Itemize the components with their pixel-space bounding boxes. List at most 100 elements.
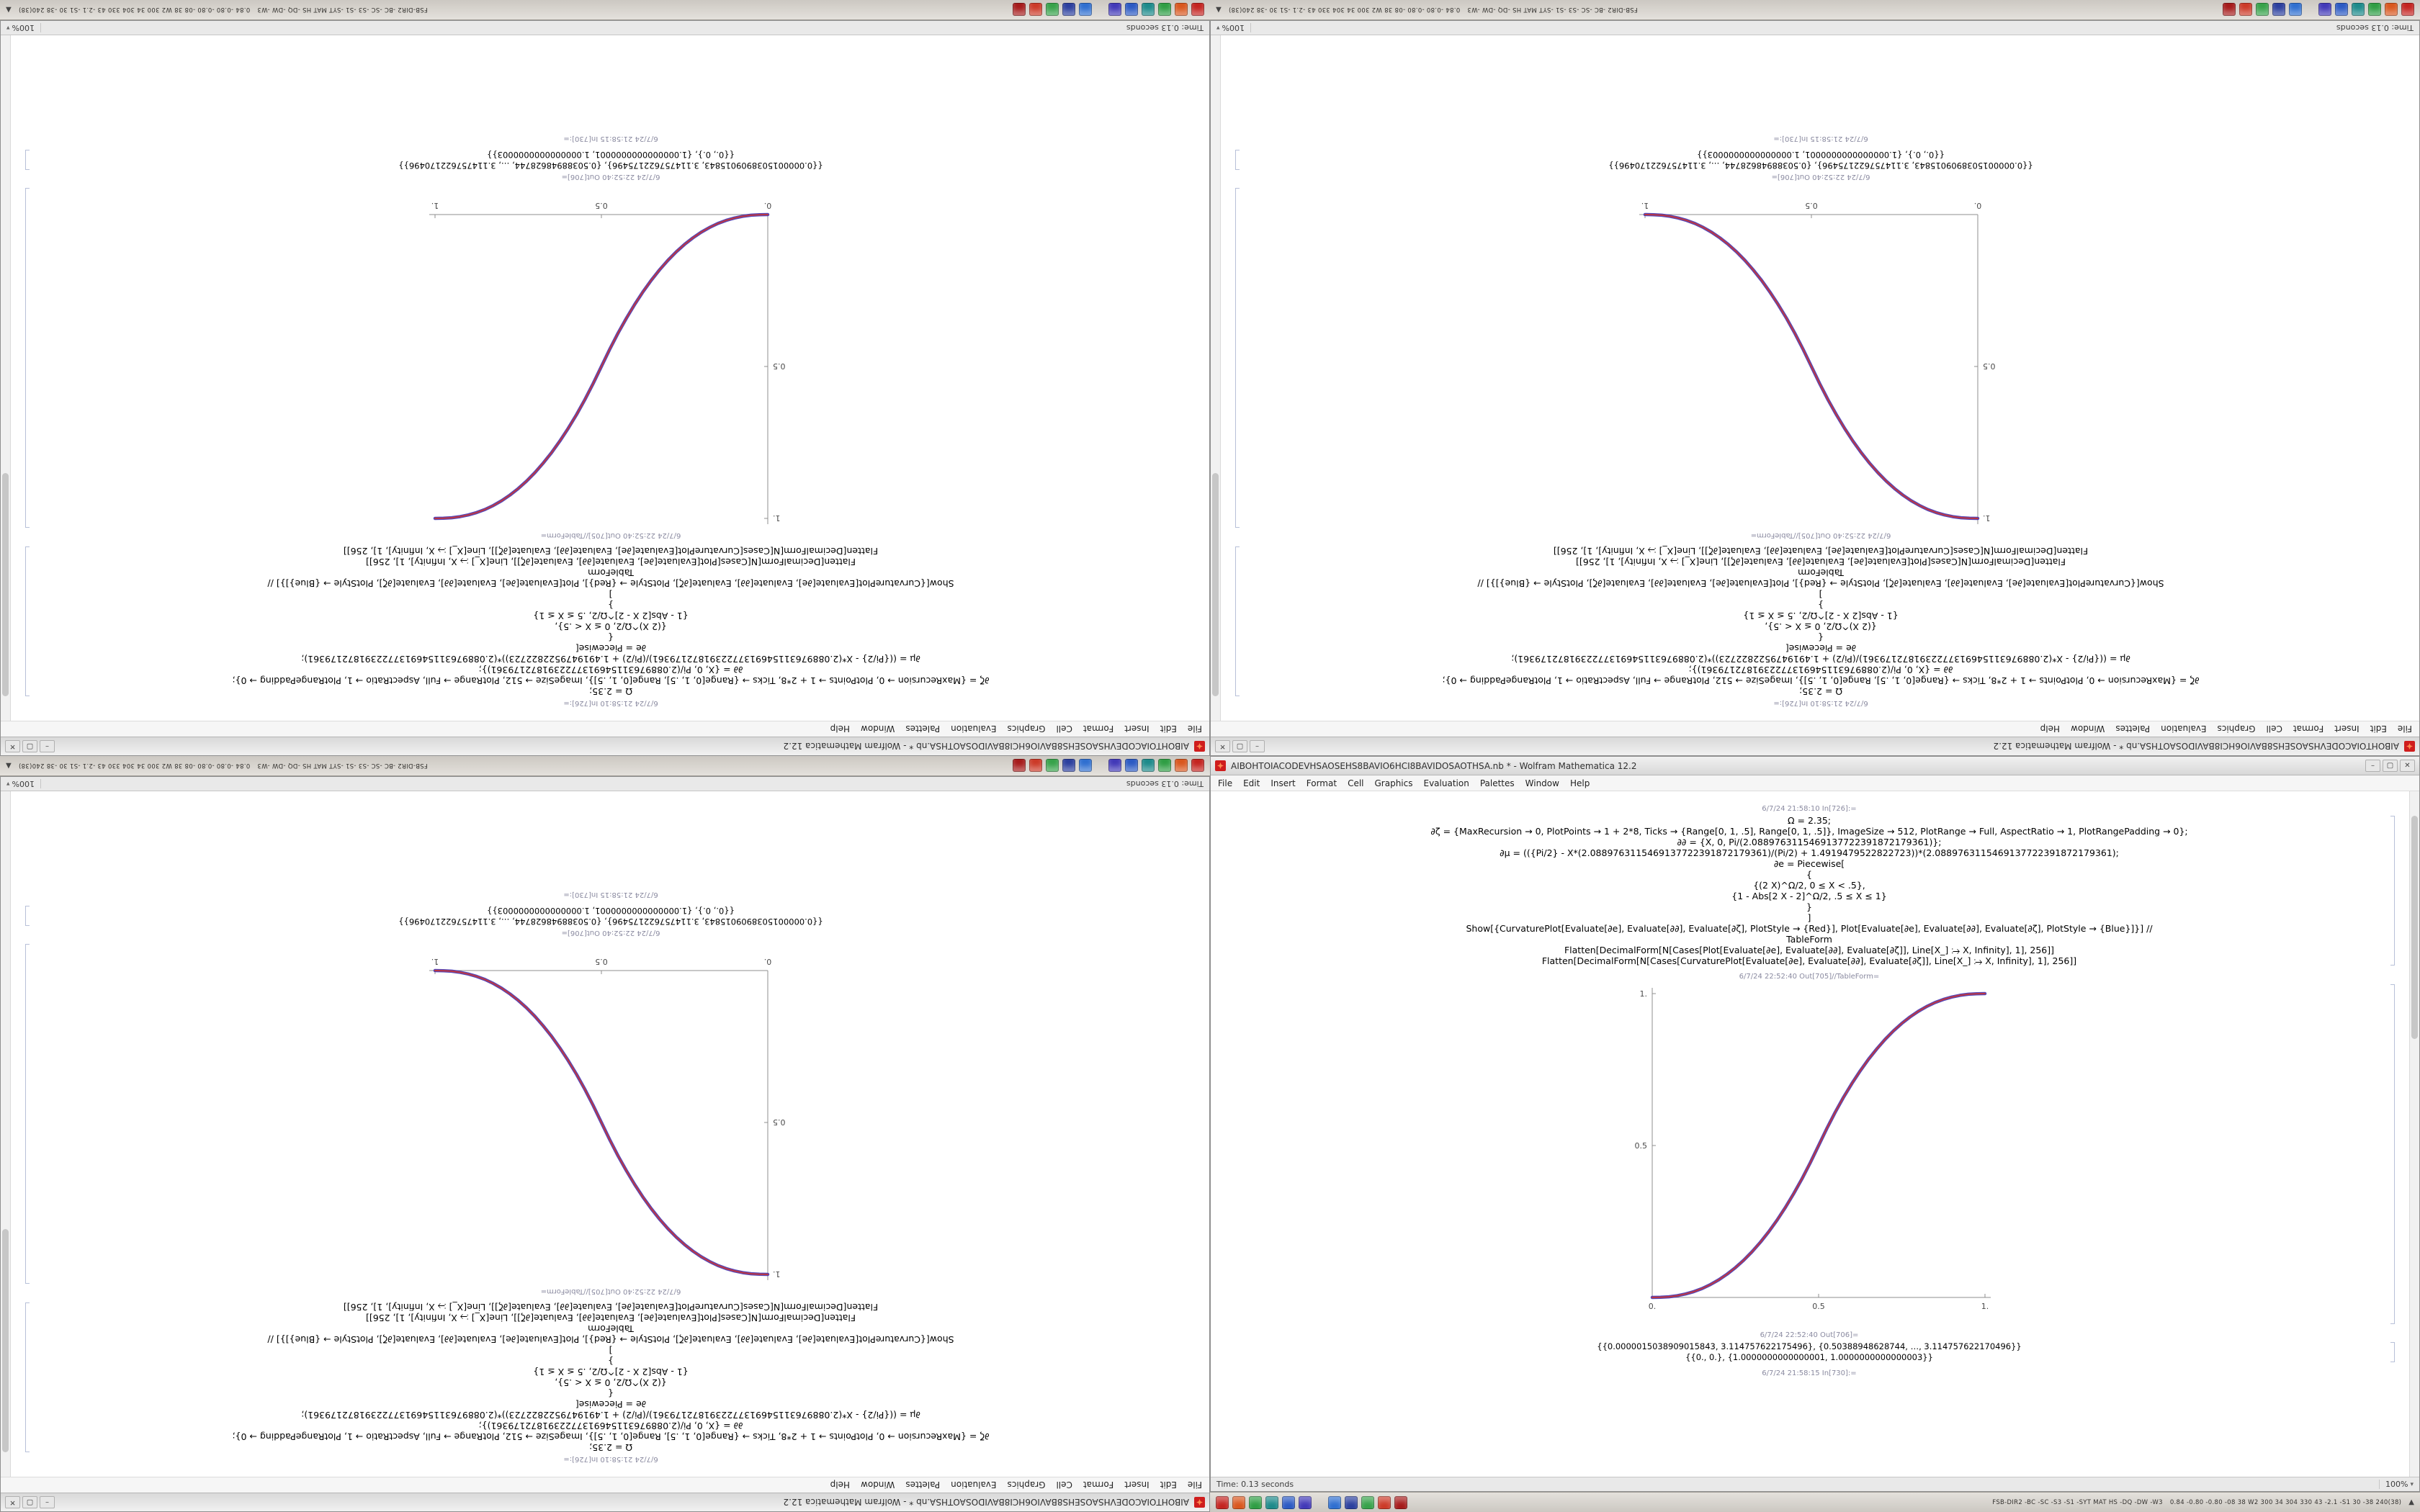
- maximize-button[interactable]: ▢: [22, 740, 37, 752]
- menu-item[interactable]: Window: [1525, 778, 1559, 788]
- menu-item[interactable]: Format: [1083, 1480, 1114, 1490]
- taskbar-app-icon-green[interactable]: [1158, 759, 1171, 773]
- menu-item[interactable]: Evaluation: [2161, 724, 2207, 734]
- menu-item[interactable]: Graphics: [1374, 778, 1413, 788]
- vertical-scrollbar[interactable]: [1, 791, 11, 1477]
- scrollbar-thumb[interactable]: [2, 1229, 9, 1452]
- menu-item[interactable]: File: [1187, 724, 1202, 734]
- taskbar-app-icon-orange[interactable]: [1175, 3, 1188, 17]
- close-button[interactable]: ✕: [2400, 760, 2415, 772]
- menu-item[interactable]: Graphics: [1007, 724, 1046, 734]
- close-button[interactable]: ✕: [1215, 740, 1230, 752]
- menu-item[interactable]: Insert: [1270, 778, 1296, 788]
- taskbar-app-icon-navy[interactable]: [2272, 3, 2285, 17]
- zoom-control[interactable]: 100% ▾: [2379, 1480, 2414, 1489]
- taskbar-app-icon-darkred[interactable]: [1013, 759, 1026, 773]
- menu-item[interactable]: Format: [1083, 724, 1114, 734]
- menu-item[interactable]: Palettes: [1479, 778, 1515, 788]
- scrollbar-thumb[interactable]: [2411, 816, 2418, 1039]
- titlebar[interactable]: AIBOHTOIACODEVHSAOSEHS8BAVIO6HCI8BAVIDOS…: [1, 737, 1209, 755]
- taskbar-app-icon-green2[interactable]: [1361, 1495, 1374, 1509]
- taskbar-app-icon-blue[interactable]: [1125, 3, 1138, 17]
- taskbar-app-icon-green2[interactable]: [1046, 759, 1059, 773]
- menu-item[interactable]: Edit: [1243, 778, 1260, 788]
- menu-item[interactable]: Help: [2040, 724, 2061, 734]
- taskbar-app-icon-red[interactable]: [2401, 3, 2414, 17]
- taskbar-app-icon-lightblue[interactable]: [2289, 3, 2302, 17]
- input-cell-code[interactable]: Ω = 2.35; ∂ζ = {MaxRecursion → 0, PlotPoi…: [1235, 815, 2395, 966]
- taskbar-app-icon-indigo[interactable]: [2318, 3, 2331, 17]
- taskbar-app-icon-green[interactable]: [1249, 1495, 1262, 1509]
- menu-item[interactable]: Palettes: [905, 724, 941, 734]
- vertical-scrollbar[interactable]: [2409, 791, 2419, 1477]
- taskbar-app-icon-orange[interactable]: [1175, 759, 1188, 773]
- taskbar-app-icon-navy[interactable]: [1345, 1495, 1358, 1509]
- taskbar-app-icon-green[interactable]: [2368, 3, 2381, 17]
- menu-item[interactable]: Cell: [1056, 724, 1072, 734]
- zoom-control[interactable]: 100% ▾: [6, 23, 41, 32]
- menu-item[interactable]: Insert: [1124, 724, 1150, 734]
- input-cell-code[interactable]: Ω = 2.35; ∂ζ = {MaxRecursion → 0, PlotPoi…: [1247, 546, 2395, 697]
- menu-item[interactable]: Edit: [1160, 724, 1177, 734]
- notebook-area[interactable]: 6/7/24 21:58:10 In[726]:= Ω = 2.35; ∂ζ = …: [1211, 791, 2419, 1477]
- taskbar-app-icon-lightblue[interactable]: [1079, 759, 1092, 773]
- taskbar-app-icon-navy[interactable]: [1062, 3, 1075, 17]
- menu-item[interactable]: Evaluation: [951, 724, 997, 734]
- scrollbar-thumb[interactable]: [1212, 473, 1219, 696]
- maximize-button[interactable]: ▢: [2383, 760, 2398, 772]
- taskbar-app-icon-teal[interactable]: [1265, 1495, 1278, 1509]
- taskbar-app-icon-indigo[interactable]: [1108, 3, 1121, 17]
- taskbar-app-icon-red[interactable]: [1191, 759, 1204, 773]
- menu-item[interactable]: Evaluation: [1423, 778, 1469, 788]
- tray-expander-icon[interactable]: ▲: [6, 6, 12, 14]
- notebook-area[interactable]: 6/7/24 21:58:10 In[726]:= Ω = 2.35; ∂ζ = …: [1, 35, 1209, 721]
- menu-item[interactable]: Help: [830, 724, 851, 734]
- tray-expander-icon[interactable]: ▲: [2408, 1498, 2414, 1506]
- close-button[interactable]: ✕: [5, 1496, 20, 1508]
- titlebar[interactable]: AIBOHTOIACODEVHSAOSEHS8BAVIO6HCI8BAVIDOS…: [1211, 757, 2419, 775]
- zoom-control[interactable]: 100% ▾: [6, 779, 41, 788]
- taskbar-app-icon-lightblue[interactable]: [1328, 1495, 1341, 1509]
- minimize-button[interactable]: –: [2365, 760, 2380, 772]
- tray-expander-icon[interactable]: ▲: [1216, 6, 1222, 14]
- menu-item[interactable]: Edit: [1160, 1480, 1177, 1490]
- menu-item[interactable]: Cell: [2266, 724, 2282, 734]
- maximize-button[interactable]: ▢: [22, 1496, 37, 1508]
- menu-item[interactable]: Graphics: [2217, 724, 2256, 734]
- taskbar-app-icon-navy[interactable]: [1062, 759, 1075, 773]
- titlebar[interactable]: AIBOHTOIACODEVHSAOSEHS8BAVIO6HCI8BAVIDOS…: [1, 1493, 1209, 1511]
- input-cell-code[interactable]: Ω = 2.35; ∂ζ = {MaxRecursion → 0, PlotPoi…: [37, 546, 1185, 697]
- menu-item[interactable]: Insert: [1124, 1480, 1150, 1490]
- taskbar-app-icon-teal[interactable]: [1142, 3, 1155, 17]
- vertical-scrollbar[interactable]: [1, 35, 11, 721]
- taskbar-app-icon-green[interactable]: [1158, 3, 1171, 17]
- taskbar-app-icon-orange[interactable]: [1232, 1495, 1245, 1509]
- menu-item[interactable]: Cell: [1056, 1480, 1072, 1490]
- menu-item[interactable]: Format: [2293, 724, 2324, 734]
- menu-item[interactable]: Window: [861, 724, 895, 734]
- taskbar-app-icon-blue[interactable]: [2335, 3, 2348, 17]
- menu-item[interactable]: Graphics: [1007, 1480, 1046, 1490]
- titlebar[interactable]: AIBOHTOIACODEVHSAOSEHS8BAVIO6HCI8BAVIDOS…: [1211, 737, 2419, 755]
- vertical-scrollbar[interactable]: [1211, 35, 1221, 721]
- taskbar-app-icon-green2[interactable]: [1046, 3, 1059, 17]
- taskbar-app-icon-indigo[interactable]: [1299, 1495, 1312, 1509]
- menu-item[interactable]: Help: [830, 1480, 851, 1490]
- taskbar-app-icon-blue[interactable]: [1125, 759, 1138, 773]
- close-button[interactable]: ✕: [5, 740, 20, 752]
- zoom-control[interactable]: 100% ▾: [1216, 23, 1251, 32]
- taskbar-app-icon-red[interactable]: [1216, 1495, 1229, 1509]
- menu-item[interactable]: Help: [1569, 778, 1590, 788]
- taskbar-app-icon-blue[interactable]: [1282, 1495, 1295, 1509]
- taskbar-app-icon-red2[interactable]: [2239, 3, 2252, 17]
- input-cell-code[interactable]: Ω = 2.35; ∂ζ = {MaxRecursion → 0, PlotPoi…: [37, 1302, 1185, 1453]
- taskbar-app-icon-teal[interactable]: [1142, 759, 1155, 773]
- notebook-area[interactable]: 6/7/24 21:58:10 In[726]:= Ω = 2.35; ∂ζ = …: [1, 791, 1209, 1477]
- minimize-button[interactable]: –: [40, 1496, 55, 1508]
- notebook-area[interactable]: 6/7/24 21:58:10 In[726]:= Ω = 2.35; ∂ζ = …: [1211, 35, 2419, 721]
- menu-item[interactable]: File: [1218, 778, 1233, 788]
- taskbar-app-icon-darkred[interactable]: [2223, 3, 2236, 17]
- minimize-button[interactable]: –: [1250, 740, 1265, 752]
- menu-item[interactable]: Cell: [1348, 778, 1364, 788]
- taskbar-app-icon-orange[interactable]: [2385, 3, 2398, 17]
